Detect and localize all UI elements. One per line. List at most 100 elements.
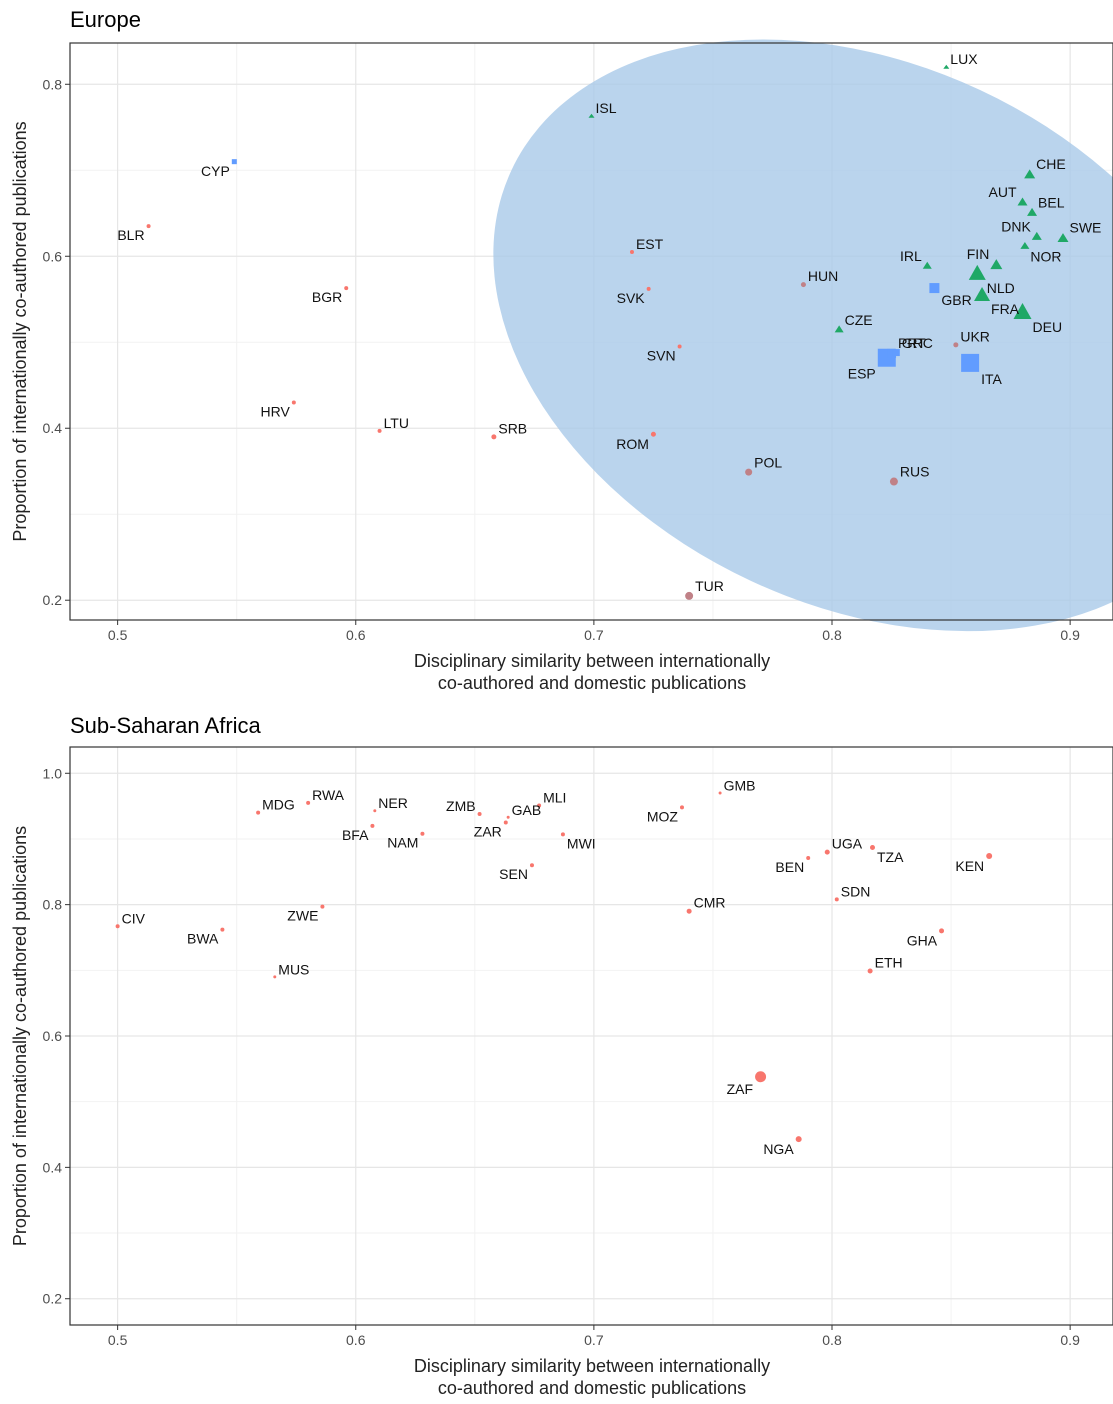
- africa-label-ken: KEN: [955, 858, 984, 874]
- africa-label-cmr: CMR: [694, 895, 726, 911]
- europe-label-lux: LUX: [950, 51, 978, 67]
- africa-label-bfa: BFA: [342, 827, 369, 843]
- africa-label-zaf: ZAF: [727, 1081, 753, 1097]
- europe-panel: Europe 0.5 0.6 0.7 0.8 0.9 0.2 0.4 0.6 0.8 LUX ISL C…: [10, 7, 1113, 693]
- europe-label-rom: ROM: [616, 436, 649, 452]
- africa-point-tza: [869, 844, 875, 850]
- europe-label-pol: POL: [754, 455, 782, 471]
- africa-label-mwi: MWI: [567, 835, 596, 851]
- europe-label-bel: BEL: [1038, 194, 1065, 210]
- africa-panel: Sub-Saharan Africa 0.5 0.6 0.7 0.8 0.9 0.2 0.4 0…: [10, 713, 1113, 1398]
- europe-point-rus: [889, 477, 898, 486]
- europe-label-ita: ITA: [981, 371, 1002, 387]
- africa-label-ner: NER: [378, 795, 408, 811]
- africa-point-nga: [795, 1136, 802, 1143]
- europe-label-bgr: BGR: [312, 289, 342, 305]
- europe-point-fra: [974, 286, 991, 301]
- europe-label-esp: ESP: [848, 366, 876, 382]
- africa-x-axis-title: Disciplinary similarity between internat…: [414, 1356, 770, 1376]
- europe-point-cyp: [231, 159, 237, 165]
- europe-point-ita: [961, 353, 980, 372]
- europe-label-gbr: GBR: [941, 292, 971, 308]
- africa-label-uga: UGA: [832, 836, 863, 852]
- africa-x-tick-label: 0.9: [1060, 1332, 1080, 1348]
- africa-point-uga: [824, 849, 830, 855]
- africa-y-tick-label: 0.4: [43, 1159, 63, 1175]
- europe-label-cze: CZE: [845, 312, 873, 328]
- africa-label-nam: NAM: [387, 835, 418, 851]
- africa-y-tick-label: 0.6: [43, 1028, 63, 1044]
- europe-point-blr: [146, 224, 151, 229]
- europe-point-hun: [800, 282, 806, 288]
- europe-label-nld: NLD: [987, 280, 1015, 296]
- europe-title: Europe: [70, 7, 141, 32]
- europe-label-hun: HUN: [808, 268, 838, 284]
- africa-x-axis-title: co-authored and domestic publications: [438, 1378, 746, 1398]
- europe-point-svk: [646, 286, 651, 291]
- europe-point-prt: [887, 348, 897, 358]
- africa-label-bwa: BWA: [187, 931, 219, 947]
- africa-label-sen: SEN: [499, 866, 528, 882]
- africa-panel-border: [69, 746, 1113, 1326]
- africa-label-zwe: ZWE: [287, 908, 318, 924]
- africa-label-tza: TZA: [877, 849, 904, 865]
- europe-label-irl: IRL: [900, 248, 922, 264]
- europe-panel-border: [69, 42, 1113, 621]
- europe-point-svn: [677, 344, 682, 349]
- africa-y-tick-label: 1.0: [43, 765, 63, 781]
- africa-point-rwa: [306, 800, 311, 805]
- africa-y-axis-title: Proportion of internationally co-authore…: [10, 826, 30, 1246]
- europe-point-deu: [1013, 303, 1032, 319]
- europe-x-tick-label: 0.7: [584, 627, 604, 643]
- africa-point-ken: [986, 853, 993, 860]
- europe-point-swe: [1057, 233, 1069, 243]
- europe-label-hrv: HRV: [261, 403, 291, 419]
- africa-label-rwa: RWA: [312, 787, 345, 803]
- europe-point-dnk: [1031, 231, 1042, 240]
- europe-point-hrv: [291, 400, 296, 405]
- europe-label-grc: GRC: [902, 335, 933, 351]
- africa-point-sen: [529, 863, 534, 868]
- africa-label-mdg: MDG: [262, 797, 295, 813]
- europe-point-est: [629, 249, 634, 254]
- africa-title: Sub-Saharan Africa: [70, 713, 262, 738]
- europe-label-tur: TUR: [695, 578, 724, 594]
- europe-label-swe: SWE: [1069, 220, 1101, 236]
- europe-x-tick-label: 0.6: [346, 627, 366, 643]
- europe-point-nor: [1020, 241, 1030, 249]
- europe-point-aut: [1017, 197, 1028, 206]
- europe-label-isl: ISL: [596, 100, 617, 116]
- europe-label-ukr: UKR: [960, 328, 990, 344]
- europe-point-fin: [990, 259, 1003, 270]
- europe-label-che: CHE: [1036, 156, 1066, 172]
- africa-label-civ: CIV: [122, 910, 146, 926]
- europe-y-tick-label: 0.4: [43, 420, 63, 436]
- europe-point-isl: [588, 113, 595, 118]
- europe-point-gbr: [929, 283, 940, 294]
- europe-y-axis-title: Proportion of internationally co-authore…: [10, 121, 30, 541]
- europe-point-irl: [922, 261, 932, 269]
- africa-point-zar: [503, 820, 508, 825]
- africa-point-nam: [420, 831, 425, 836]
- europe-point-rom: [650, 431, 656, 437]
- europe-label-dnk: DNK: [1001, 218, 1031, 234]
- africa-point-gab: [506, 815, 510, 819]
- europe-label-srb: SRB: [498, 420, 527, 436]
- africa-point-sdn: [834, 897, 839, 902]
- africa-label-mli: MLI: [543, 789, 566, 805]
- africa-y-tick-label: 0.8: [43, 897, 63, 913]
- africa-point-mli: [537, 803, 542, 808]
- africa-label-nga: NGA: [763, 1141, 794, 1157]
- africa-label-eth: ETH: [875, 954, 903, 970]
- africa-label-mus: MUS: [278, 961, 309, 977]
- europe-x-tick-label: 0.8: [822, 627, 842, 643]
- africa-label-zar: ZAR: [474, 824, 502, 840]
- africa-label-sdn: SDN: [841, 883, 871, 899]
- africa-point-bfa: [370, 823, 375, 828]
- africa-label-gha: GHA: [907, 932, 938, 948]
- europe-point-bgr: [344, 286, 349, 291]
- africa-point-mwi: [560, 832, 565, 837]
- europe-point-che: [1024, 169, 1036, 179]
